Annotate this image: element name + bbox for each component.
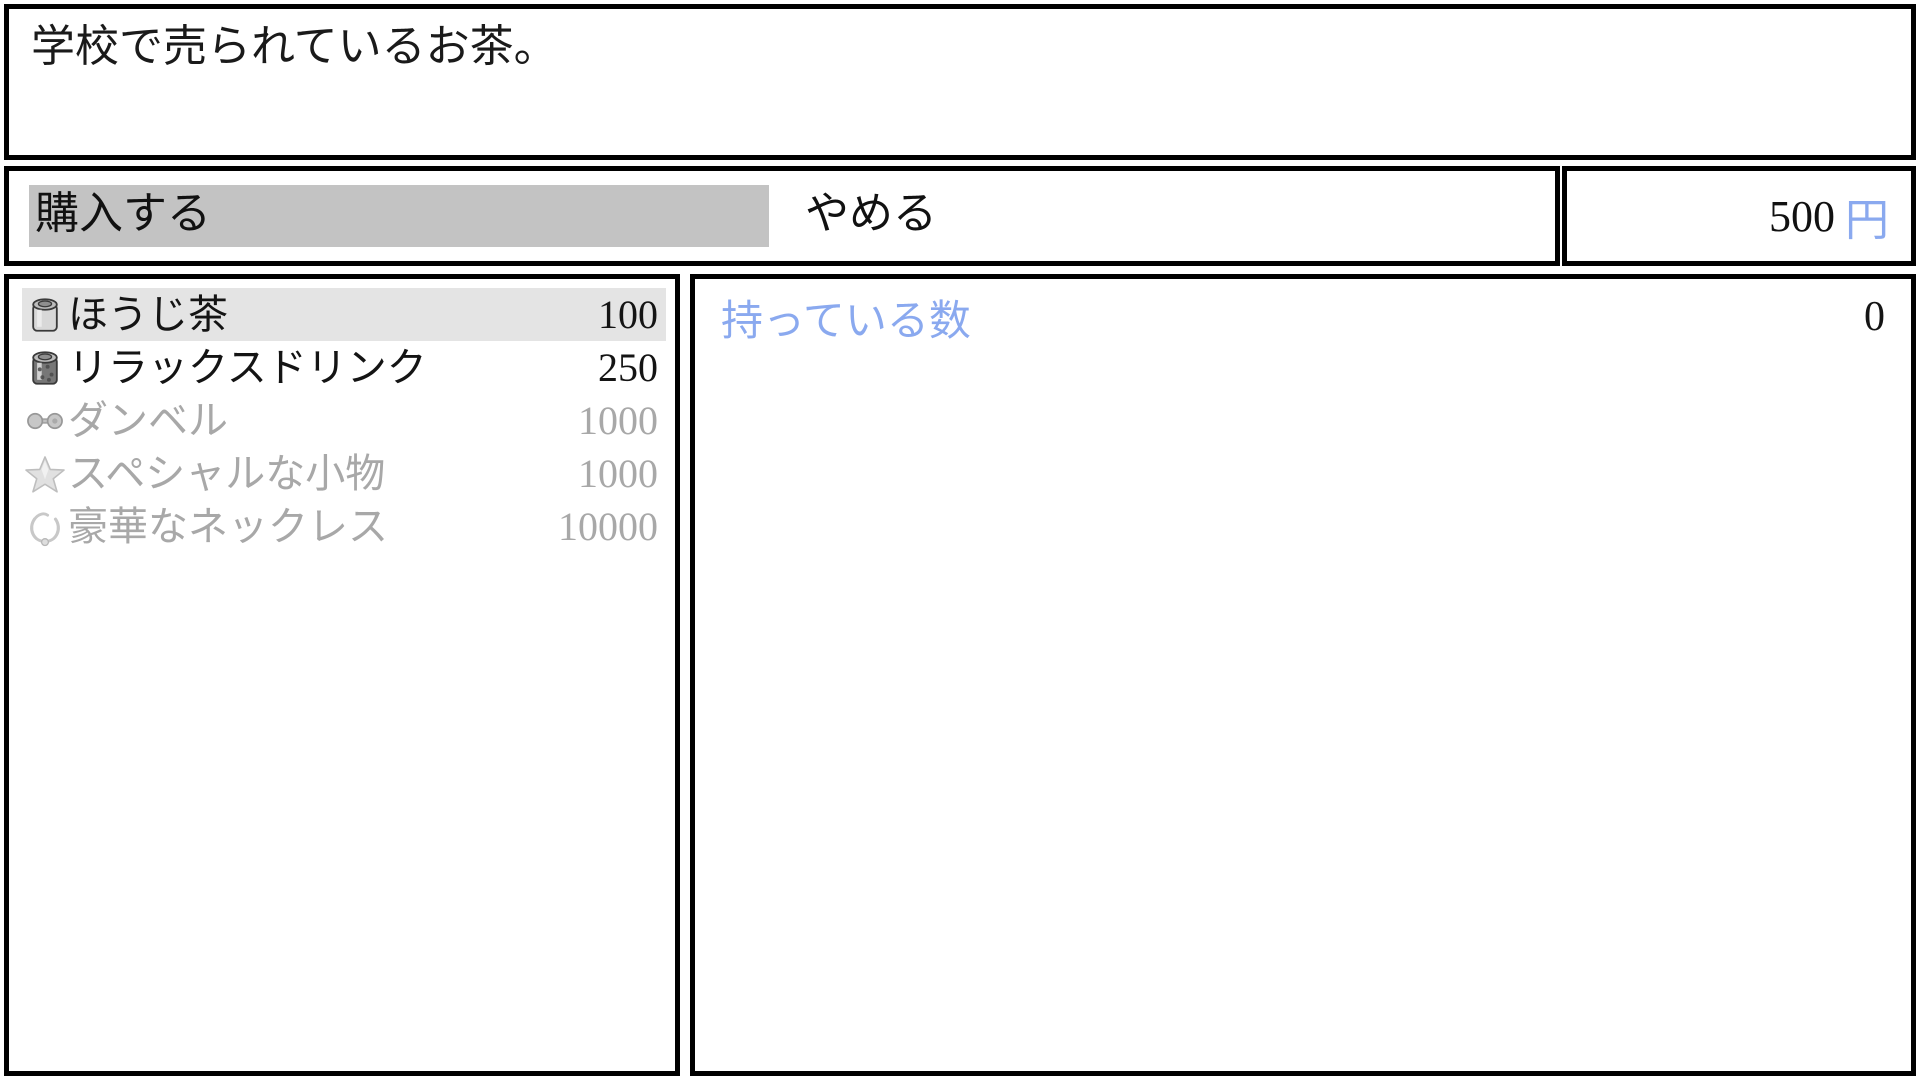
shop-item-name: 豪華なネックレス	[68, 503, 388, 549]
shop-item-name: ほうじ茶	[68, 291, 228, 337]
shop-item-row[interactable]: 豪華なネックレス 10000	[22, 500, 666, 553]
description-window: 学校で売られているお茶。	[4, 4, 1916, 160]
command-window: 購入する やめる	[4, 166, 1560, 266]
shop-item-row[interactable]: ほうじ茶 100	[22, 288, 666, 341]
item-description-text: 学校で売られているお茶。	[31, 22, 558, 71]
gold-currency-unit: 円	[1845, 196, 1889, 245]
shop-item-price: 1000	[578, 450, 658, 496]
shop-item-row[interactable]: リラックスドリンク 250	[22, 341, 666, 394]
gold-amount: 500	[1769, 191, 1835, 241]
shop-item-price: 100	[598, 291, 658, 337]
shop-item-price: 250	[598, 344, 658, 390]
status-window: 持っている数 0	[690, 274, 1916, 1076]
shop-item-list[interactable]: ほうじ茶 100 リラックスドリンク 250 ダンベル 1000 スペシャルな小物 1000 豪…	[22, 288, 666, 553]
cancel-button[interactable]: やめる	[799, 185, 1539, 247]
star-icon	[25, 455, 65, 493]
shop-item-price: 10000	[558, 503, 658, 549]
necklace-icon	[30, 511, 60, 546]
drink-can-icon	[32, 350, 58, 385]
possession-count: 0	[1864, 294, 1885, 340]
shop-item-name: ダンベル	[68, 397, 228, 443]
shop-item-row[interactable]: ダンベル 1000	[22, 394, 666, 447]
possession-label: 持っている数	[721, 298, 971, 345]
buy-button[interactable]: 購入する	[29, 185, 769, 247]
gold-row: 500 円	[1769, 171, 1889, 261]
possession-row: 持っている数 0	[721, 289, 1885, 345]
dumbbell-icon	[27, 412, 63, 429]
shop-item-name: リラックスドリンク	[68, 344, 427, 390]
shop-item-price: 1000	[578, 397, 658, 443]
shop-item-row[interactable]: スペシャルな小物 1000	[22, 447, 666, 500]
tea-can-icon	[32, 297, 58, 332]
gold-window: 500 円	[1562, 166, 1916, 266]
buy-button-label: 購入する	[35, 189, 211, 238]
cancel-button-label: やめる	[805, 189, 937, 238]
shop-item-list-window[interactable]: ほうじ茶 100 リラックスドリンク 250 ダンベル 1000 スペシャルな小物 1000 豪…	[4, 274, 680, 1076]
shop-item-name: スペシャルな小物	[68, 450, 386, 496]
